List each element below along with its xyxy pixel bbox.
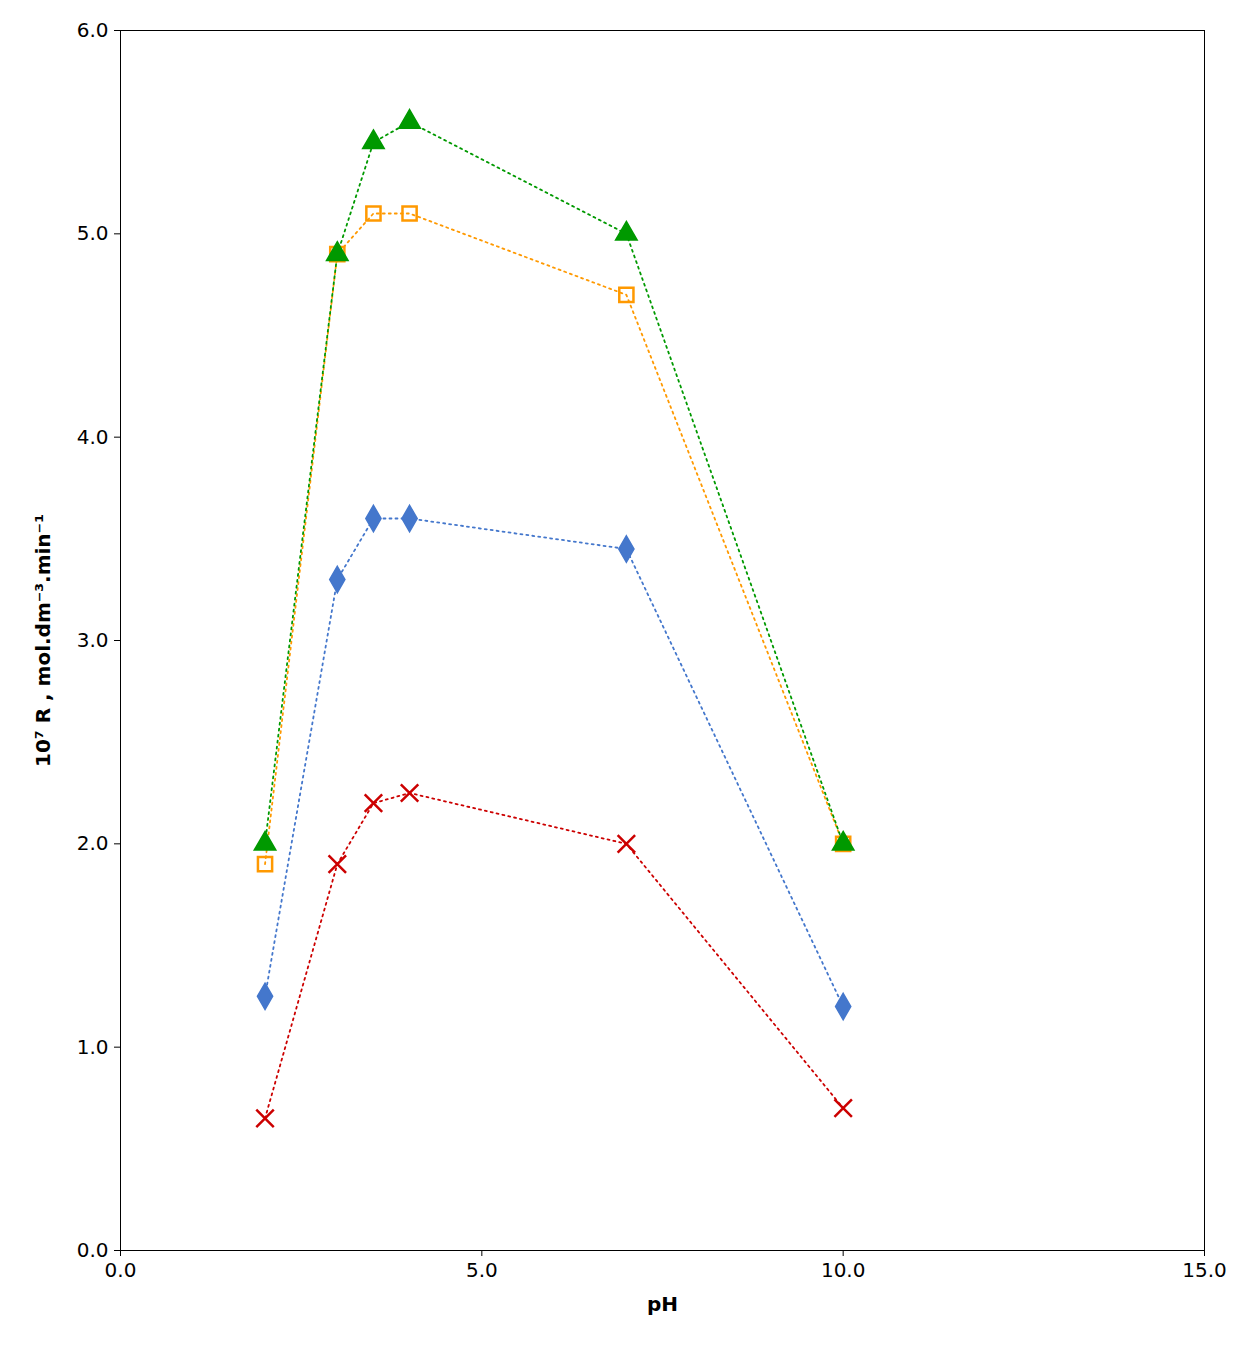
svg-text:1.0: 1.0 <box>77 1035 109 1059</box>
svg-text:4.0: 4.0 <box>77 425 109 449</box>
svg-text:5.0: 5.0 <box>77 221 109 245</box>
svg-text:0.0: 0.0 <box>77 1238 109 1262</box>
svg-text:pH: pH <box>647 1292 678 1316</box>
svg-text:0.0: 0.0 <box>105 1258 137 1282</box>
svg-text:5.0: 5.0 <box>466 1258 498 1282</box>
svg-text:15.0: 15.0 <box>1182 1258 1227 1282</box>
svg-text:10.0: 10.0 <box>821 1258 866 1282</box>
svg-text:2.0: 2.0 <box>77 831 109 855</box>
svg-text:10⁷ R , mol.dm⁻³.min⁻¹: 10⁷ R , mol.dm⁻³.min⁻¹ <box>31 514 55 767</box>
svg-text:3.0: 3.0 <box>77 628 109 652</box>
svg-text:6.0: 6.0 <box>77 18 109 42</box>
